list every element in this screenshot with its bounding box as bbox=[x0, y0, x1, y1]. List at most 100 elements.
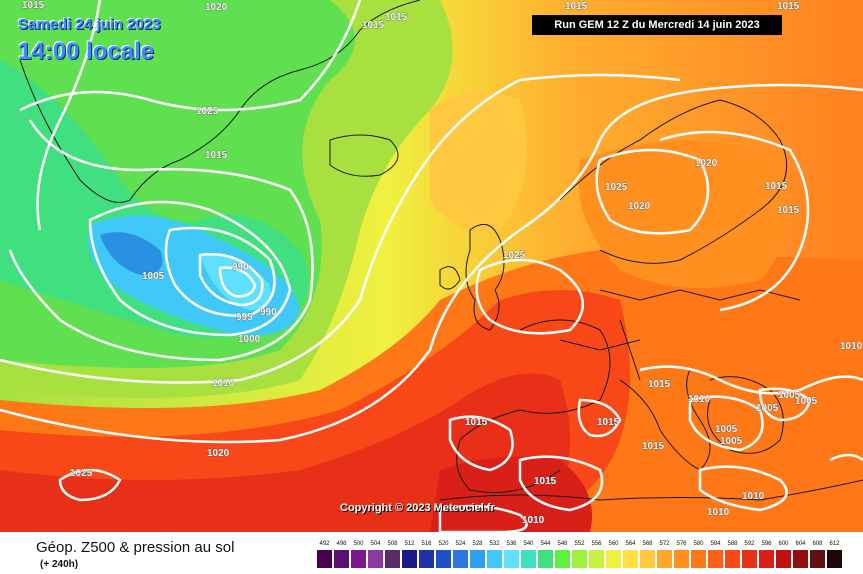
isobar-1025-south bbox=[58, 468, 122, 502]
isobar-1015-africa bbox=[518, 455, 604, 512]
isobar-label: 1025 bbox=[503, 250, 526, 261]
scale-swatch bbox=[691, 550, 706, 568]
isobar-1010-africa bbox=[698, 465, 788, 512]
map-canvas: 1015 1020 1015 1015 1025 1015 1005 990 9… bbox=[0, 0, 863, 532]
isobar-label: 1010 bbox=[212, 378, 235, 389]
band-dark-red bbox=[430, 456, 592, 532]
isobar-label: 1005 bbox=[795, 396, 818, 407]
isobar-label: 1020 bbox=[695, 158, 718, 169]
legend-title: Géop. Z500 & pression au sol bbox=[36, 539, 235, 556]
scale-tick-label: 552 bbox=[574, 541, 585, 547]
scale-tick-label: 536 bbox=[506, 541, 517, 547]
scale-tick-label: 512 bbox=[404, 541, 415, 547]
isobar-label: 990 bbox=[260, 307, 277, 318]
scale-swatch bbox=[402, 550, 417, 568]
scale-swatch bbox=[606, 550, 621, 568]
isobar-label: 1005 bbox=[715, 424, 738, 435]
iceland-coast bbox=[329, 134, 399, 177]
scale-swatch bbox=[504, 550, 519, 568]
isobar-1015-scand bbox=[659, 130, 810, 312]
band-scandinavia-orange bbox=[578, 140, 787, 288]
scale-swatch bbox=[623, 550, 638, 568]
isobar-labels: 1015 1020 1015 1015 1025 1015 1005 990 9… bbox=[22, 0, 863, 526]
isobar-1015-med bbox=[577, 398, 622, 438]
scale-tick-label: 556 bbox=[591, 541, 602, 547]
isobar-990 bbox=[218, 266, 257, 298]
scale-swatch bbox=[742, 550, 757, 568]
scandinavia-coast bbox=[559, 99, 788, 264]
scale-tick-label: 592 bbox=[744, 541, 755, 547]
scale-swatch bbox=[487, 550, 502, 568]
isobar-label: 1025 bbox=[196, 106, 219, 117]
isobar-label: 1015 bbox=[765, 181, 788, 192]
scale-tick-label: 612 bbox=[829, 541, 840, 547]
scale-swatch bbox=[436, 550, 451, 568]
scale-swatch bbox=[317, 550, 332, 568]
isobar-label: 1015 bbox=[777, 205, 800, 216]
isobar-label: 1015 bbox=[777, 1, 800, 12]
isobar-1010-edge bbox=[829, 453, 863, 462]
scale-tick-label: 504 bbox=[370, 541, 381, 547]
isobars bbox=[0, 0, 863, 532]
isobar-label: 1025 bbox=[605, 182, 628, 193]
scale-swatch bbox=[759, 550, 774, 568]
isobar-label: 1015 bbox=[648, 379, 671, 390]
scale-swatch bbox=[470, 550, 485, 568]
scale-tick-label: 608 bbox=[812, 541, 823, 547]
scale-swatch bbox=[725, 550, 740, 568]
band-deep-red bbox=[0, 373, 570, 532]
isobar-1015-east bbox=[639, 365, 863, 395]
balkans-coast bbox=[707, 376, 784, 454]
uk-coast bbox=[465, 223, 505, 331]
scale-tick-label: 508 bbox=[387, 541, 398, 547]
scale-swatch bbox=[521, 550, 536, 568]
scale-tick-label: 600 bbox=[778, 541, 789, 547]
isobar-label: 1015 bbox=[205, 150, 228, 161]
band-light-cyan bbox=[200, 254, 271, 310]
scale-tick-label: 492 bbox=[319, 541, 330, 547]
isobar-1010-south bbox=[438, 504, 528, 532]
scale-swatch bbox=[810, 550, 825, 568]
scale-tick-label: 572 bbox=[659, 541, 670, 547]
scale-swatch bbox=[827, 550, 842, 568]
isobar-label: 1015 bbox=[465, 417, 488, 428]
north-africa-coast bbox=[439, 479, 863, 501]
isobar-1020-scand bbox=[595, 148, 710, 235]
scale-tick-label: 580 bbox=[693, 541, 704, 547]
legend-subtitle: (+ 240h) bbox=[40, 559, 79, 570]
weather-map: 1015 1020 1015 1015 1025 1015 1005 990 9… bbox=[0, 0, 863, 532]
scale-tick-label: 532 bbox=[489, 541, 500, 547]
scale-swatch bbox=[368, 550, 383, 568]
scale-swatch bbox=[793, 550, 808, 568]
forecast-time: 14:00 locale bbox=[18, 38, 155, 65]
isobar-1015-iberia bbox=[448, 415, 514, 472]
isobar-1005-aegean bbox=[758, 387, 812, 422]
scale-swatch bbox=[640, 550, 655, 568]
isobar-label: 1000 bbox=[238, 334, 261, 345]
isobar-label: 1025 bbox=[70, 468, 93, 479]
isobar-label: 1010 bbox=[840, 341, 863, 352]
isobar-label: 1015 bbox=[565, 1, 588, 12]
isobar-label: 1020 bbox=[207, 448, 230, 459]
scale-swatch bbox=[657, 550, 672, 568]
scale-tick-label: 524 bbox=[455, 541, 466, 547]
scale-tick-label: 548 bbox=[557, 541, 568, 547]
isobar-label: 1015 bbox=[22, 0, 45, 11]
scale-tick-label: 540 bbox=[523, 541, 534, 547]
greenland-coast bbox=[19, 0, 421, 203]
isobar-label: 1015 bbox=[385, 12, 408, 23]
isobar-1020 bbox=[0, 83, 863, 444]
borders-central bbox=[559, 319, 641, 381]
scale-tick-label: 500 bbox=[353, 541, 364, 547]
isobar-1010 bbox=[0, 73, 681, 384]
scale-tick-label: 564 bbox=[625, 541, 636, 547]
isobar-1000 bbox=[164, 226, 276, 317]
scale-tick-label: 516 bbox=[421, 541, 432, 547]
isobar-label: 1015 bbox=[534, 476, 557, 487]
scale-tick-label: 604 bbox=[795, 541, 806, 547]
ireland-coast bbox=[439, 266, 461, 290]
scale-swatch bbox=[572, 550, 587, 568]
isobar-label: 1010 bbox=[522, 515, 545, 526]
scale-tick-label: 528 bbox=[472, 541, 483, 547]
isobar-label: 1005 bbox=[142, 271, 165, 282]
